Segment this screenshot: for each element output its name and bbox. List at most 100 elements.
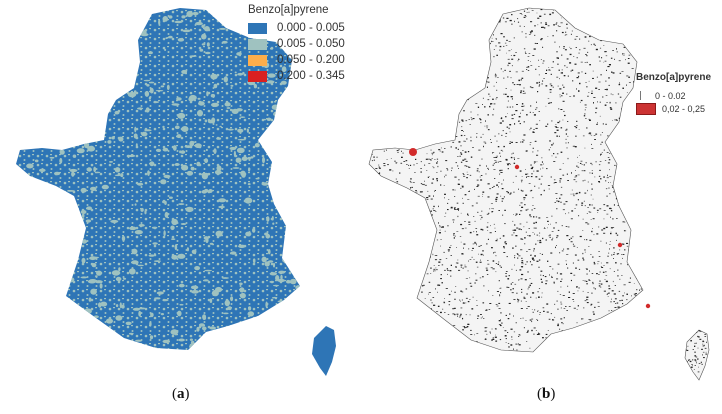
sample-point-b bbox=[582, 230, 584, 231]
sample-point-b bbox=[610, 210, 613, 212]
patch-a bbox=[269, 280, 275, 283]
sample-point-b bbox=[511, 339, 513, 340]
sample-point-b bbox=[610, 57, 613, 59]
sample-point-b bbox=[410, 333, 413, 335]
sample-point-b bbox=[692, 349, 694, 350]
sample-point-b bbox=[410, 187, 412, 189]
sample-point-b bbox=[617, 269, 619, 271]
sample-point-b bbox=[689, 381, 691, 382]
patch-a bbox=[161, 9, 169, 11]
sample-point-b bbox=[556, 245, 557, 246]
sample-point-b bbox=[554, 182, 557, 183]
sample-point-b bbox=[440, 100, 442, 101]
sample-point-b bbox=[518, 116, 521, 118]
sample-point-b bbox=[550, 147, 551, 148]
sample-point-b bbox=[703, 369, 705, 371]
sample-point-b bbox=[442, 8, 445, 9]
sample-point-b bbox=[625, 167, 628, 169]
sample-point-b bbox=[556, 200, 559, 202]
sample-point-b bbox=[374, 177, 376, 178]
sample-point-b bbox=[630, 306, 631, 307]
sample-point-b bbox=[638, 62, 640, 64]
sample-point-b bbox=[456, 89, 459, 90]
sample-point-b bbox=[382, 258, 384, 260]
sample-point-b bbox=[369, 92, 371, 95]
sample-point-b bbox=[394, 140, 397, 141]
sample-point-b bbox=[377, 313, 379, 315]
sample-point-b bbox=[621, 37, 623, 39]
sample-point-b bbox=[427, 334, 429, 336]
sample-point-b bbox=[515, 110, 518, 112]
sample-point-b bbox=[426, 249, 428, 251]
sample-point-b bbox=[476, 333, 479, 334]
sample-point-b bbox=[574, 15, 577, 17]
sample-point-b bbox=[566, 235, 569, 237]
sample-point-b bbox=[445, 93, 447, 95]
patch-a bbox=[20, 279, 24, 282]
sample-point-b bbox=[427, 176, 429, 178]
sample-point-b bbox=[531, 30, 533, 32]
sample-point-b bbox=[449, 86, 451, 87]
sample-point-b bbox=[383, 150, 385, 152]
sample-point-b bbox=[395, 328, 397, 329]
sample-point-b bbox=[421, 184, 424, 185]
sample-point-b bbox=[546, 168, 548, 170]
sample-point-b bbox=[540, 194, 542, 196]
sample-point-b bbox=[470, 26, 473, 28]
sample-point-b bbox=[616, 136, 618, 138]
sample-point-b bbox=[447, 269, 449, 271]
sample-point-b bbox=[539, 84, 541, 86]
patch-a bbox=[221, 40, 228, 44]
sample-point-b bbox=[644, 246, 645, 247]
sample-point-b bbox=[477, 114, 479, 116]
sample-point-b bbox=[481, 210, 483, 212]
sample-point-b bbox=[521, 239, 524, 240]
patch-a bbox=[58, 96, 61, 101]
patch-a bbox=[102, 46, 109, 52]
sample-point-b bbox=[460, 223, 463, 226]
patch-a bbox=[47, 115, 56, 120]
sample-point-b bbox=[405, 207, 406, 209]
sample-point-b bbox=[458, 341, 461, 343]
sample-point-b bbox=[703, 357, 705, 359]
sample-point-b bbox=[604, 321, 605, 322]
patch-a bbox=[221, 11, 230, 19]
sample-point-b bbox=[597, 301, 600, 303]
patch-a bbox=[289, 238, 295, 244]
sample-point-b bbox=[622, 24, 625, 26]
patch-a bbox=[148, 51, 153, 55]
sample-point-b bbox=[599, 161, 602, 162]
sample-point-b bbox=[550, 8, 552, 9]
sample-point-b bbox=[385, 189, 388, 191]
sample-point-b bbox=[431, 308, 432, 310]
sample-point-b bbox=[582, 180, 584, 182]
patch-a bbox=[204, 269, 213, 272]
sample-point-b bbox=[476, 341, 478, 343]
patch-a bbox=[160, 85, 165, 88]
sample-point-b bbox=[702, 340, 704, 342]
sample-point-b bbox=[641, 196, 643, 198]
sample-point-b bbox=[481, 73, 483, 74]
sample-point-b bbox=[454, 189, 456, 191]
sample-point-b bbox=[460, 307, 463, 309]
sample-point-b bbox=[510, 156, 513, 159]
sample-point-b bbox=[532, 147, 534, 149]
sample-point-b bbox=[691, 373, 694, 375]
sample-point-b bbox=[578, 52, 580, 54]
sample-point-b bbox=[402, 76, 405, 78]
patch-a bbox=[138, 310, 142, 317]
sample-point-b bbox=[620, 331, 622, 332]
sample-point-b bbox=[382, 198, 383, 200]
sample-point-b bbox=[479, 81, 481, 82]
sample-point-b bbox=[564, 34, 566, 36]
sample-point-b bbox=[432, 297, 435, 298]
sample-point-b bbox=[434, 190, 435, 192]
patch-a bbox=[201, 43, 206, 46]
sample-point-b bbox=[374, 254, 377, 256]
sample-point-b bbox=[393, 103, 396, 105]
sample-point-b bbox=[609, 153, 611, 154]
legend-swatch-b-2 bbox=[636, 102, 656, 115]
sample-point-b bbox=[580, 99, 583, 102]
sample-point-b bbox=[449, 133, 451, 135]
sample-point-b bbox=[537, 310, 539, 312]
